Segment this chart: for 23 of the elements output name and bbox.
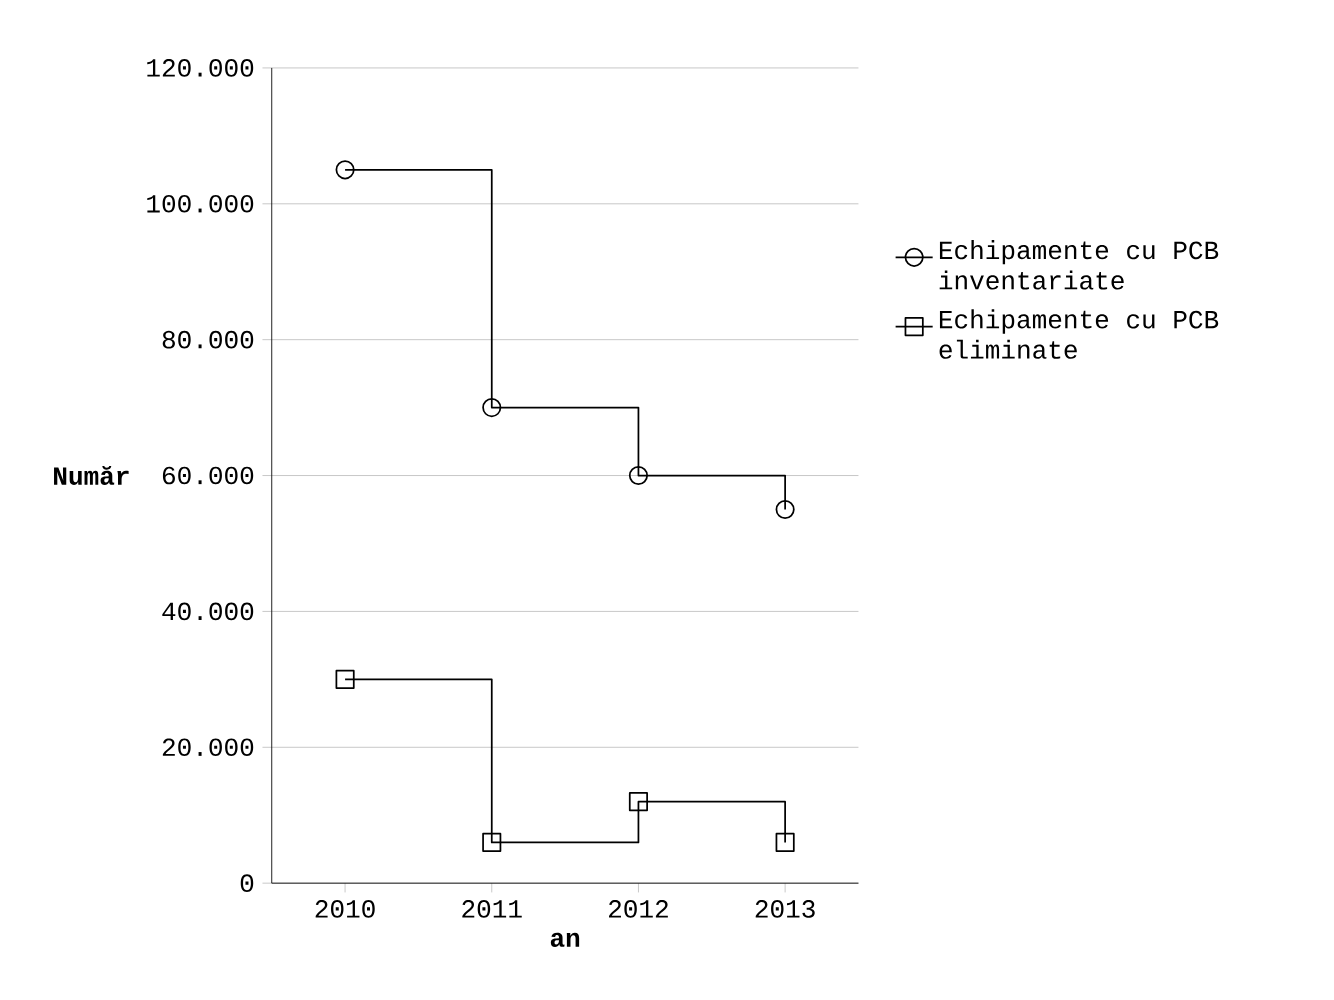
y-axis-title: Număr [54, 465, 129, 485]
point [482, 832, 502, 852]
point [628, 791, 648, 811]
y-tick-label: 120.000 [147, 58, 254, 77]
point [335, 160, 355, 180]
y-tick-label: 0 [240, 874, 254, 892]
y-tick-label: 100.000 [147, 194, 254, 213]
x-tick-label: 2013 [755, 899, 815, 918]
y-tick-label: 20.000 [162, 738, 254, 756]
legend-label: Echipamente cu PCB inventariate [939, 239, 1219, 290]
x-tick-label: 2010 [315, 899, 375, 918]
y-tick-label: 80.000 [162, 330, 254, 349]
point [775, 832, 795, 852]
x-tick-label: 2012 [609, 899, 668, 918]
point [775, 499, 795, 519]
point [335, 669, 355, 689]
point [482, 397, 502, 417]
x-tick-label: 2011 [462, 899, 522, 918]
point [628, 465, 648, 485]
x-axis-title: an [550, 932, 580, 947]
legend-label: Echipamente cu PCB eliminate [939, 309, 1219, 359]
y-tick-label: 60.000 [162, 466, 254, 485]
y-tick-label: 40.000 [162, 602, 254, 620]
